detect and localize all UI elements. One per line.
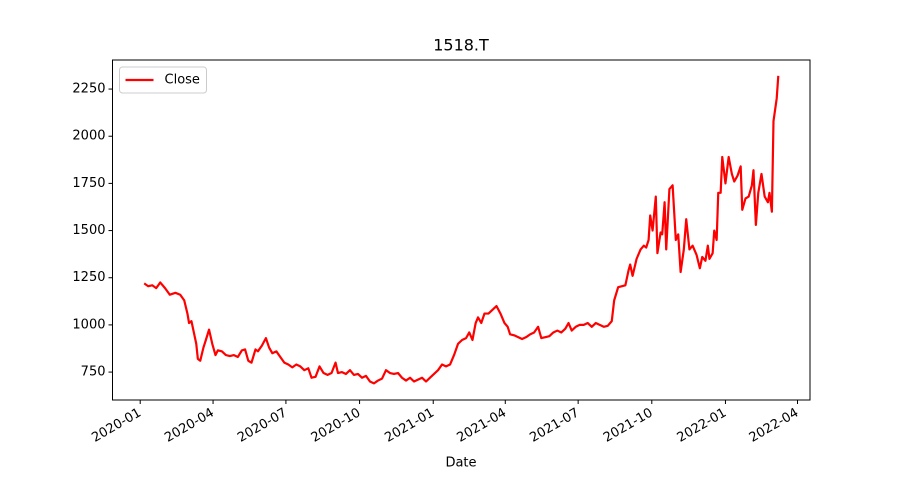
line-series [143,75,780,385]
legend-box [119,66,207,94]
y-tick-label: 1250 [72,270,105,285]
y-tick-label: 750 [81,365,106,380]
y-tick-label: 2000 [72,129,105,144]
chart-title: 1518.T [433,36,489,55]
y-tick-label: 1750 [72,176,105,191]
y-tick-label: 1000 [72,317,105,332]
x-axis-label: Date [445,456,476,471]
plot-frame [112,59,811,401]
y-tick-label: 2250 [72,82,105,97]
y-tick-label: 1500 [72,223,105,238]
legend-label: Close [165,73,200,88]
